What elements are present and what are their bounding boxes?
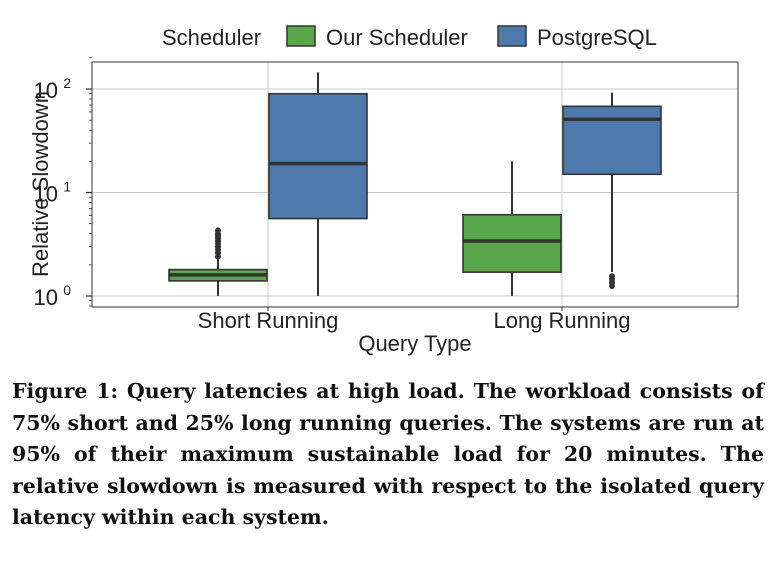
outlier-point [609,273,615,280]
legend-label-postgresql: PostgreSQL [537,25,657,50]
legend: Scheduler Our Scheduler PostgreSQL [162,25,657,50]
figure-caption: Figure 1: Query latencies at high load. … [12,379,764,529]
box-iqr [462,213,562,273]
y-tick-label: 10 [34,285,58,310]
box-iqr [562,105,662,176]
box-plot-chart: Scheduler Our Scheduler PostgreSQL 10 010… [28,25,739,356]
box-iqr [268,92,368,220]
y-axis-ticks: 10 0 10 1 10 2 [34,57,92,310]
y-axis-label: Relative Slowdown [28,91,53,277]
box-our-scheduler-short [168,227,268,296]
x-tick-label: Long Running [493,308,630,333]
legend-swatch-postgresql [497,25,527,47]
legend-label-our-scheduler: Our Scheduler [326,25,468,50]
y-tick-label-exponent: 1 [63,179,71,195]
x-axis-label: Query Type [358,331,471,356]
plot-frame [91,61,739,308]
box-postgresql-long [562,92,662,289]
x-axis-ticks: Short Running Long Running [198,307,631,333]
legend-swatch-our-scheduler [286,25,316,47]
boxes [168,72,662,296]
box-postgresql-short [268,72,368,296]
box-our-scheduler-long [462,161,562,296]
plot-area [92,62,738,307]
y-tick-label: 10 [34,182,58,207]
x-tick-label: Short Running [198,308,339,333]
figure: Scheduler Our Scheduler PostgreSQL 10 0 10… [28,25,739,356]
gridlines [92,62,738,307]
legend-title: Scheduler [162,25,261,50]
outlier-point [215,227,221,234]
y-tick-label-exponent: 0 [63,282,71,298]
y-tick-label: 10 [34,78,58,103]
y-tick-label-exponent: 2 [63,75,71,91]
